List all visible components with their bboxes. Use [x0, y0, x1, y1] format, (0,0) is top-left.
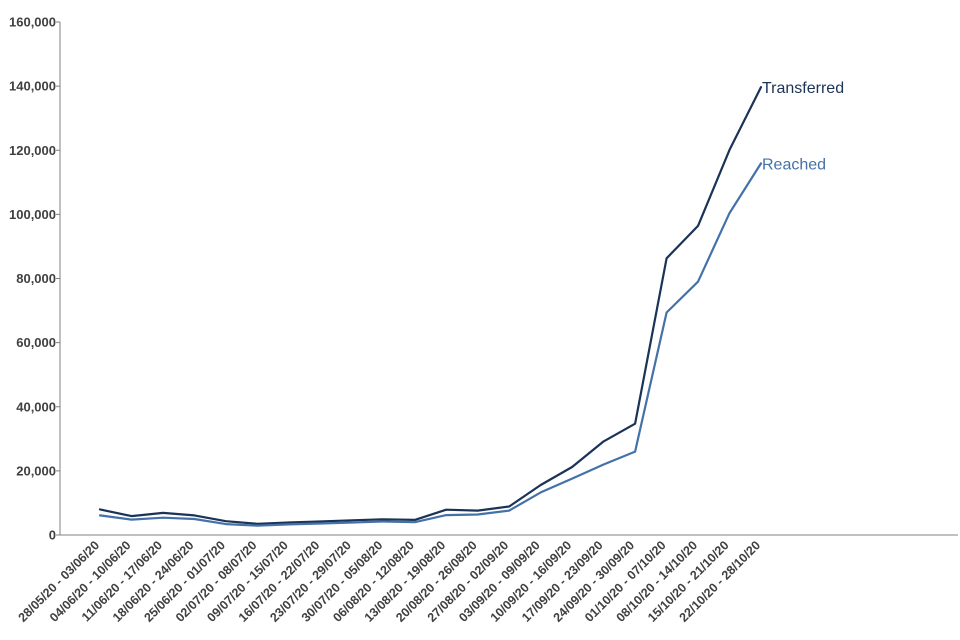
series-line-reached: [98, 162, 763, 527]
y-tick-label: 160,000: [9, 15, 56, 30]
series-label-reached: Reached: [762, 156, 826, 173]
y-tick-label: 140,000: [9, 79, 56, 94]
series-labels: Transferred Reached: [762, 80, 844, 173]
y-tick-label: 120,000: [9, 143, 56, 158]
series-label-transferred: Transferred: [762, 80, 844, 97]
y-axis: 0 20,000 40,000 60,000 80,000 100,000 120,000 1…: [9, 15, 61, 543]
series-lines: [98, 85, 763, 527]
series-line-transferred: [98, 85, 763, 525]
y-tick-label: 80,000: [16, 271, 56, 286]
y-tick-label: 20,000: [16, 463, 56, 478]
y-tick-label: 100,000: [9, 207, 56, 222]
y-tick-label: 0: [49, 528, 56, 543]
y-tick-label: 40,000: [16, 399, 56, 414]
y-tick-label: 60,000: [16, 335, 56, 350]
